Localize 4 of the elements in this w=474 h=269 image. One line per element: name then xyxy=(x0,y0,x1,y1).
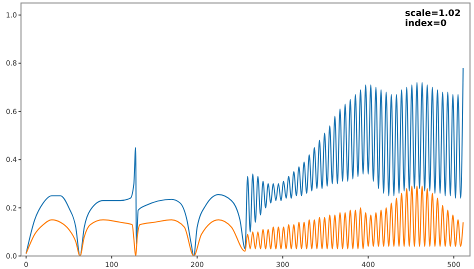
annotation: scale=1.02 xyxy=(405,9,461,19)
line-series xyxy=(26,68,464,256)
annotation: index=0 xyxy=(405,19,447,29)
line-series xyxy=(26,186,464,256)
